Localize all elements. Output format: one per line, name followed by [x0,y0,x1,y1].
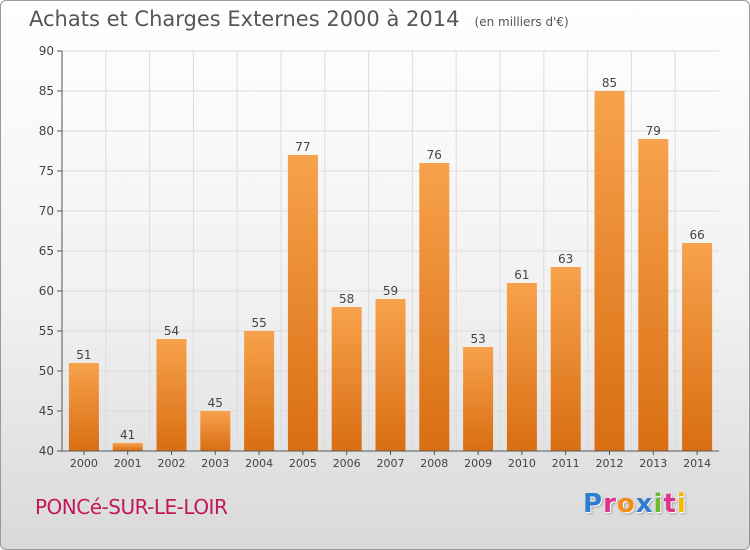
data-label: 55 [251,316,266,330]
y-tick-label: 60 [39,284,54,298]
y-tick-label: 85 [39,84,54,98]
logo-letter: r [603,489,617,519]
bar [463,347,494,451]
x-tick-label: 2010 [508,457,536,470]
data-label: 59 [383,284,398,298]
y-tick-label: 80 [39,124,54,138]
bar [200,411,231,451]
data-label: 61 [514,268,529,282]
logo-letter: i [653,489,664,519]
data-label: 79 [646,124,661,138]
axes: 40 45 50 55 60 65 70 75 80 85 90 2000 2001 2002 2003 20… [39,44,719,470]
y-tick-label: 65 [39,244,54,258]
logo-letter: o [616,489,636,519]
data-label: 77 [295,140,310,154]
y-tick-label: 90 [39,44,54,58]
data-label: 54 [164,324,179,338]
bar [506,283,537,451]
bar [375,299,406,451]
y-tick-label: 75 [39,164,54,178]
y-tick-label: 40 [39,444,54,458]
x-tick-label: 2008 [420,457,448,470]
bar [112,443,143,451]
logo-letter: i [676,489,687,519]
data-label: 63 [558,252,573,266]
title-row: Achats et Charges Externes 2000 à 2014 (… [29,7,569,31]
bar [638,139,669,451]
data-label: 45 [208,396,223,410]
logo-letter: t [663,489,677,519]
data-label: 58 [339,292,354,306]
x-tick-label: 2009 [464,457,492,470]
bar [156,339,187,451]
bar [594,91,625,451]
bar [287,155,318,451]
x-tick-label: 2011 [552,457,580,470]
bar [419,163,450,451]
x-tick-label: 2012 [596,457,624,470]
x-tick-label: 2000 [70,457,98,470]
data-label: 85 [602,76,617,90]
x-tick-label: 2001 [114,457,142,470]
logo-letter: x [635,489,654,519]
bar [331,307,362,451]
y-tick-label: 55 [39,324,54,338]
bar [682,243,713,451]
bars [68,91,713,451]
proxiti-logo: Proxiti [583,489,687,519]
data-label: 76 [427,148,442,162]
chart-subtitle: (en milliers d'€) [474,15,569,29]
data-labels: 51 41 54 45 55 77 58 59 76 53 61 63 85 79 66 [76,76,704,442]
x-tick-label: 2014 [683,457,711,470]
x-tick-label: 2006 [333,457,361,470]
x-tick-label: 2005 [289,457,317,470]
chart-title: Achats et Charges Externes 2000 à 2014 [29,7,460,31]
x-tick-label: 2002 [158,457,186,470]
bar [68,363,99,451]
data-label: 53 [470,332,485,346]
y-tick-label: 70 [39,204,54,218]
x-tick-label: 2003 [201,457,229,470]
x-tick-label: 2013 [639,457,667,470]
x-tick-label: 2004 [245,457,273,470]
x-tick-label: 2007 [377,457,405,470]
logo-letter: P [583,489,604,519]
bar [244,331,275,451]
data-label: 51 [76,348,91,362]
bar [550,267,581,451]
y-tick-label: 50 [39,364,54,378]
y-tick-label: 45 [39,404,54,418]
commune-name: PONCé-SUR-LE-LOIR [35,495,228,519]
data-label: 66 [689,228,704,242]
data-label: 41 [120,428,135,442]
